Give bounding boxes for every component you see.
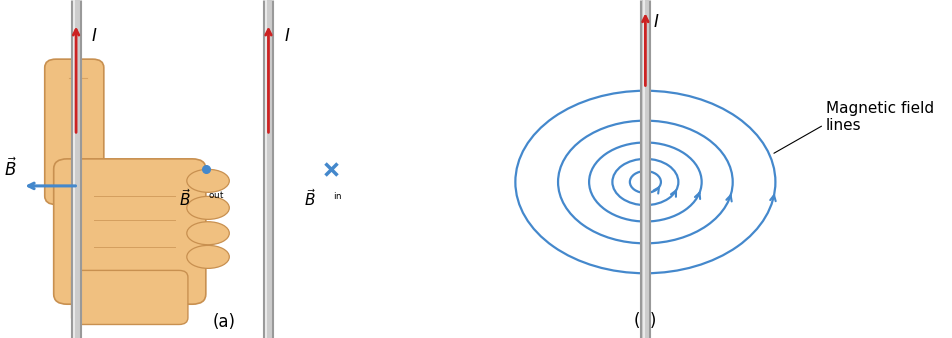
Text: (a): (a)	[212, 313, 235, 331]
FancyBboxPatch shape	[53, 159, 206, 304]
Text: (b): (b)	[634, 312, 657, 330]
Ellipse shape	[187, 222, 229, 245]
Ellipse shape	[187, 196, 229, 219]
Text: I: I	[284, 27, 289, 45]
Text: $_{\mathrm{out}}$: $_{\mathrm{out}}$	[208, 188, 225, 200]
FancyBboxPatch shape	[45, 59, 104, 204]
Text: $\vec{B}$: $\vec{B}$	[305, 188, 317, 209]
Ellipse shape	[187, 245, 229, 268]
Text: I: I	[91, 27, 96, 45]
FancyBboxPatch shape	[71, 270, 188, 324]
Text: $_{\mathrm{in}}$: $_{\mathrm{in}}$	[333, 188, 343, 200]
Ellipse shape	[187, 169, 229, 192]
Text: I: I	[653, 13, 658, 31]
Text: $\vec{B}$: $\vec{B}$	[179, 188, 191, 209]
Text: Magnetic field
lines: Magnetic field lines	[825, 101, 934, 133]
Text: $\vec{B}$: $\vec{B}$	[5, 158, 18, 180]
